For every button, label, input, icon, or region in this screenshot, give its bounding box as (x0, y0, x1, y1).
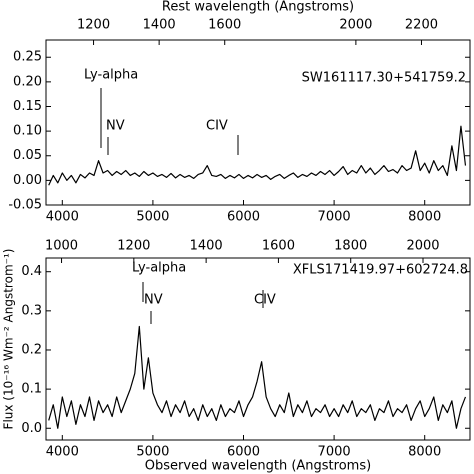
x2-tick-label: 2000 (406, 239, 439, 254)
y-tick-label: 0.20 (13, 74, 42, 89)
y-tick-label: 0.05 (13, 148, 42, 163)
y-tick-label: 0.0 (21, 421, 42, 436)
x-tick-label: 6000 (227, 445, 260, 460)
annotation: NV (144, 293, 163, 308)
y-axis-label: Flux (10⁻¹⁶ Wm⁻² Angstrom⁻¹) (2, 249, 16, 430)
y-tick-label: -0.05 (8, 198, 42, 213)
y-tick-label: 0.1 (21, 382, 42, 397)
annotation: CIV (254, 293, 276, 308)
x-tick-label: 4000 (46, 445, 79, 460)
x-axis-label: Observed wavelength (Angstroms) (145, 459, 371, 474)
plot-area (48, 125, 467, 186)
x-tick-label: 7000 (318, 210, 351, 225)
x-tick-label: 6000 (227, 210, 260, 225)
x2-axis-label: Rest wavelength (Angstroms) (162, 0, 354, 15)
y-tick-label: 0.4 (21, 264, 42, 279)
axes-frame (45, 257, 471, 441)
annotation: SW161117.30+541759.2 (302, 71, 466, 86)
annotation: Ly-alpha (132, 261, 186, 276)
x2-tick-label: 1400 (190, 239, 223, 254)
x-tick-label: 7000 (318, 445, 351, 460)
spectrum-line (48, 325, 467, 429)
x2-tick-label: 2200 (405, 18, 438, 33)
x2-tick-label: 2000 (339, 18, 372, 33)
axes-frame (45, 39, 471, 206)
x-tick-label: 8000 (408, 210, 441, 225)
x2-tick-label: 1600 (208, 18, 241, 33)
x-tick-label: 5000 (136, 445, 169, 460)
x-tick-label: 5000 (136, 210, 169, 225)
x2-tick-label: 1200 (117, 239, 150, 254)
x2-tick-label: 1200 (77, 18, 110, 33)
x-tick-label: 4000 (46, 210, 79, 225)
y-tick-label: 0.3 (21, 303, 42, 318)
y-tick-label: 0.15 (13, 99, 42, 114)
annotation: XFLS171419.97+602724.8 (293, 263, 468, 278)
annotation: CIV (206, 119, 228, 134)
y-tick-label: 0.2 (21, 342, 42, 357)
annotation: NV (106, 119, 125, 134)
x2-tick-label: 1800 (334, 239, 367, 254)
x2-tick-label: 1000 (45, 239, 78, 254)
y-tick-label: 0.25 (13, 50, 42, 65)
x-tick-label: 8000 (408, 445, 441, 460)
plot-area (48, 325, 467, 429)
annotation: Ly-alpha (84, 68, 138, 83)
x2-tick-label: 1400 (143, 18, 176, 33)
y-tick-label: 0.00 (13, 173, 42, 188)
x2-tick-label: 1600 (262, 239, 295, 254)
spectrum-line (48, 125, 467, 186)
y-tick-label: 0.10 (13, 124, 42, 139)
